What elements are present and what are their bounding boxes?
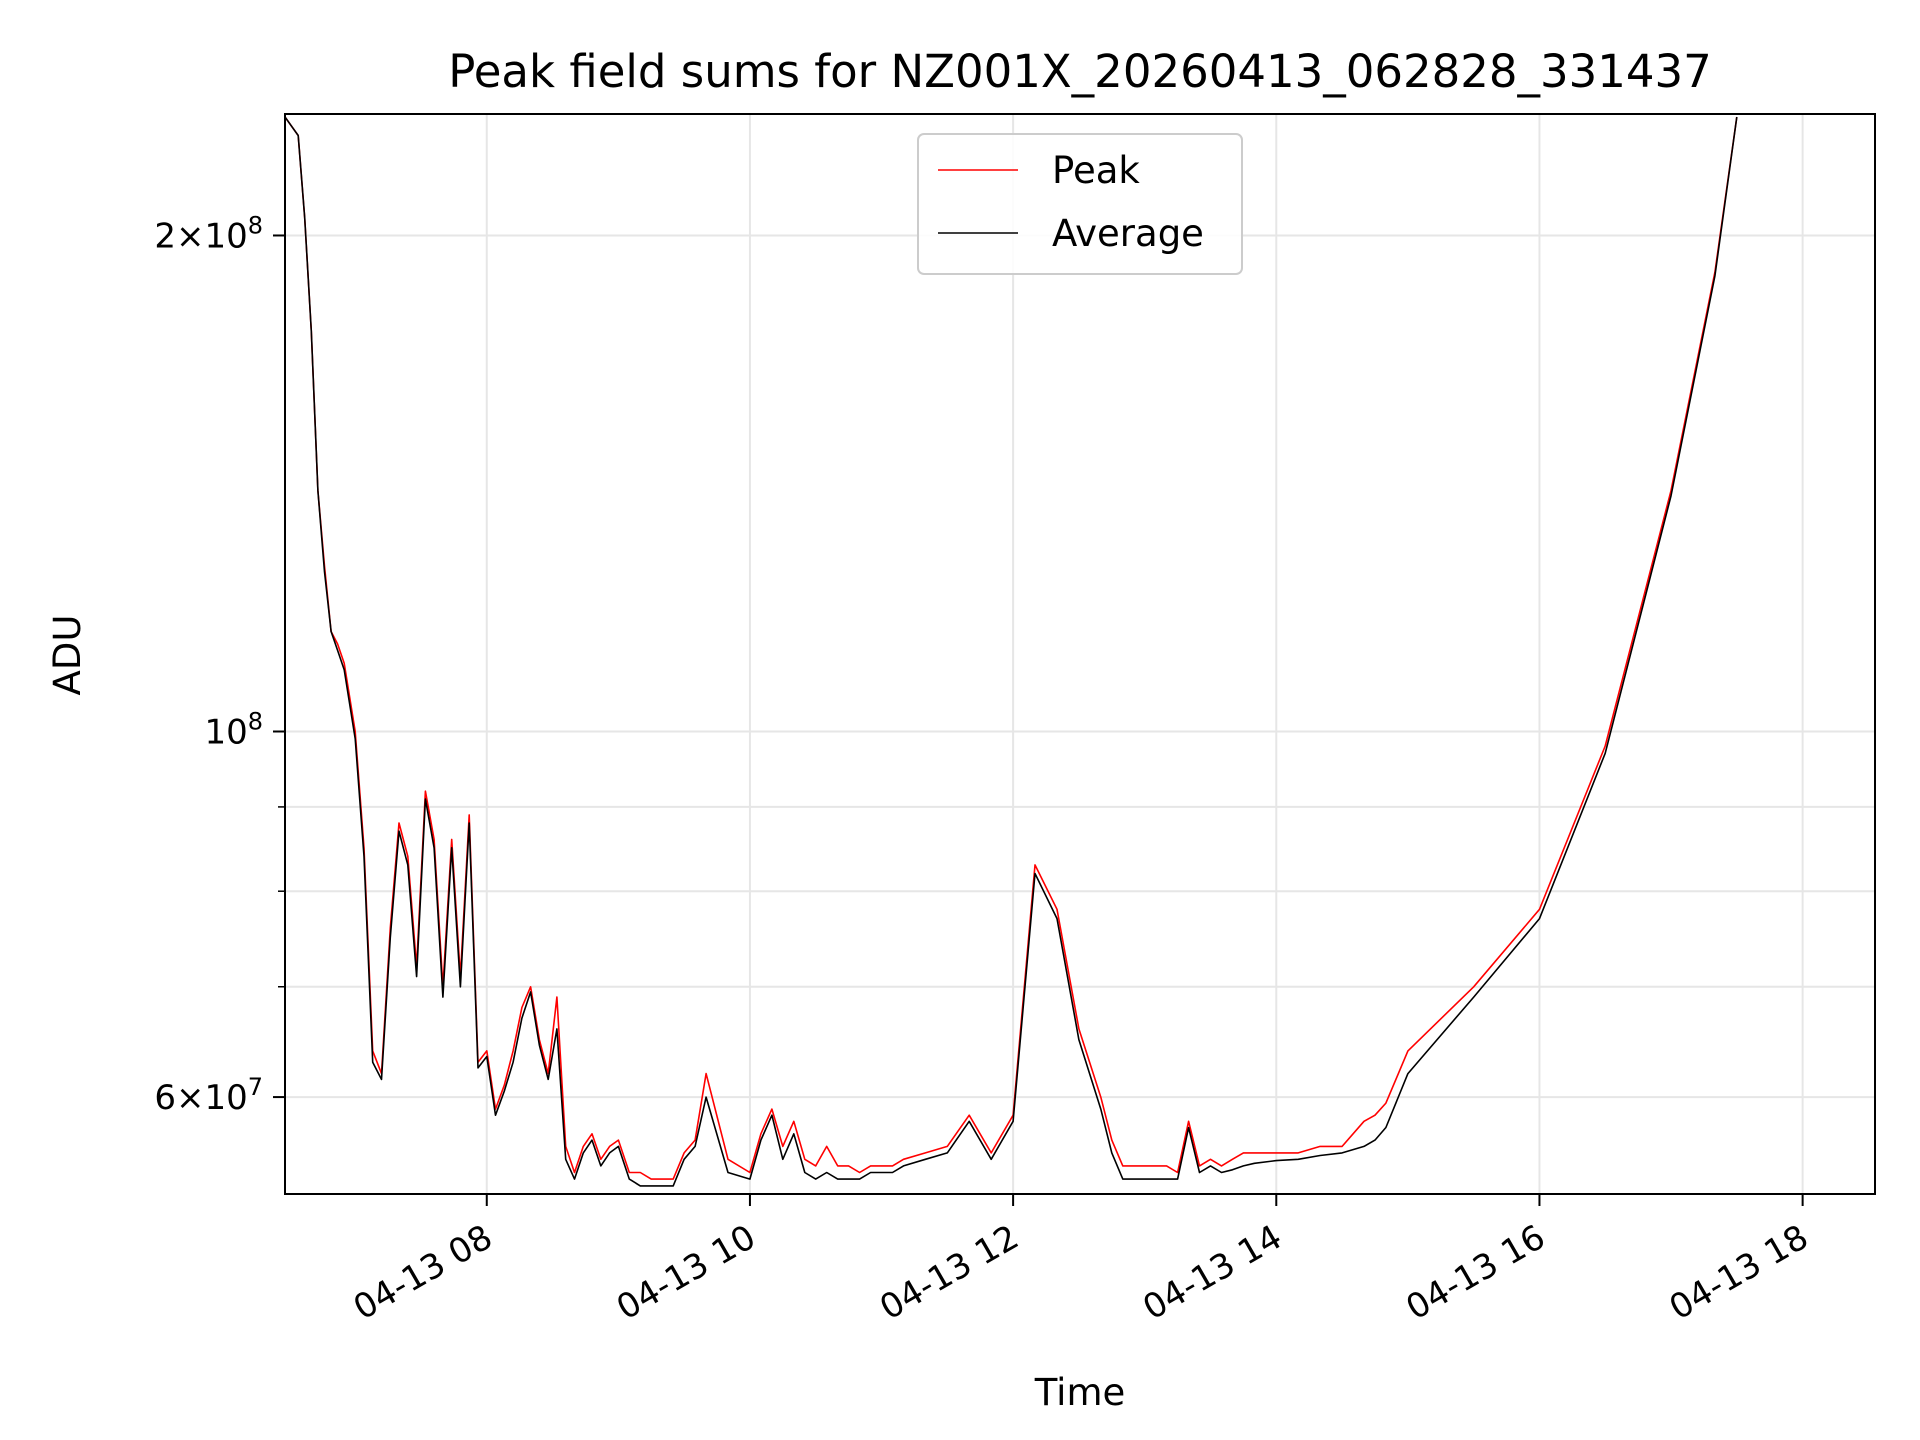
grid [285, 114, 1875, 1194]
y-tick-label: 108 [204, 708, 263, 753]
x-axis-label: Time [1034, 1371, 1126, 1414]
x-tick-label: 04-13 08 [347, 1217, 499, 1328]
y-axis-ticks: 6×107 108 2×108 [154, 211, 285, 1118]
x-tick-label: 04-13 14 [1136, 1217, 1288, 1328]
chart-title: Peak field sums for NZ001X_20260413_0628… [448, 45, 1712, 98]
legend-peak-label: Peak [1052, 149, 1140, 192]
legend: Peak Average [917, 133, 1243, 275]
y-tick-label: 2×108 [154, 211, 263, 256]
y-tick-label: 6×107 [154, 1073, 263, 1118]
legend-average-label: Average [1052, 212, 1204, 255]
series-line-peak [285, 116, 1738, 1180]
y-axis-label: ADU [46, 615, 89, 696]
legend-box [917, 133, 1243, 275]
series-line-average [285, 116, 1738, 1187]
x-tick-label: 04-13 18 [1663, 1217, 1815, 1328]
x-axis-ticks: 04-13 08 04-13 10 04-13 12 04-13 14 04-13 16… [347, 1194, 1815, 1328]
plot-frame [284, 113, 1876, 1195]
series-layer [285, 116, 1738, 1187]
x-tick-label: 04-13 12 [873, 1217, 1025, 1328]
x-tick-label: 04-13 16 [1400, 1217, 1552, 1328]
x-tick-label: 04-13 10 [610, 1217, 762, 1328]
